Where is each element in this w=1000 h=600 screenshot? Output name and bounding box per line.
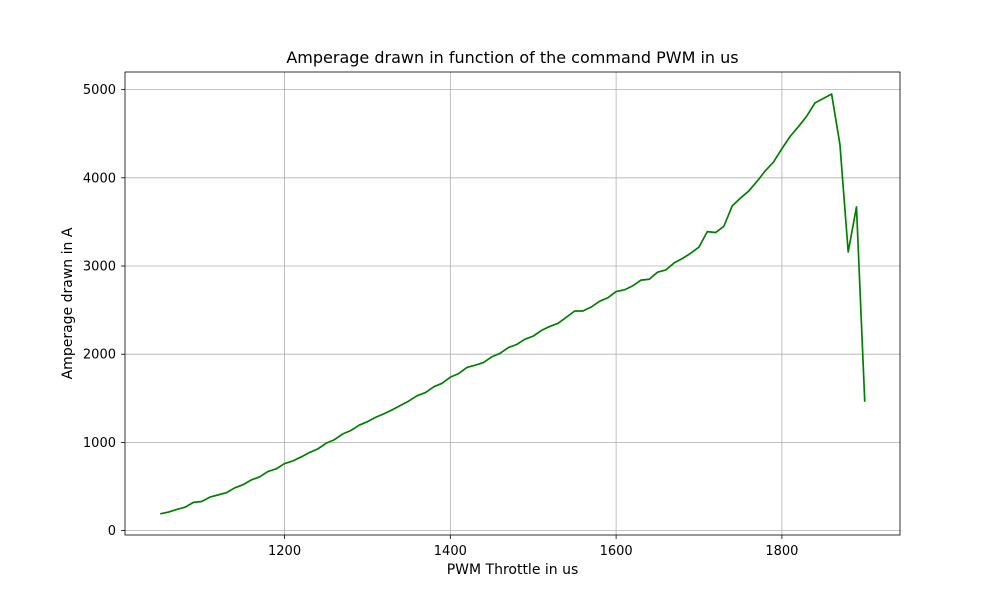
y-tick-label: 2000 <box>83 348 116 363</box>
x-tick-label: 1400 <box>434 544 467 559</box>
y-tick-label: 3000 <box>83 260 116 275</box>
chart-title: Amperage drawn in function of the comman… <box>286 48 738 67</box>
axis-ticks: 1200 1400 1600 1800 0 1000 2000 3000 4000 5000 <box>83 83 799 559</box>
y-tick-label: 4000 <box>83 171 116 186</box>
x-tick-label: 1200 <box>268 544 301 559</box>
y-axis-label: Amperage drawn in A <box>60 227 76 379</box>
y-tick-label: 5000 <box>83 83 116 98</box>
series-line <box>160 93 866 515</box>
grid <box>125 72 900 535</box>
plot-frame <box>124 71 901 536</box>
y-tick-label: 1000 <box>83 436 116 451</box>
y-tick-label: 0 <box>108 524 116 539</box>
x-tick-label: 1800 <box>765 544 798 559</box>
x-axis-label: PWM Throttle in us <box>447 562 579 578</box>
x-tick-label: 1600 <box>600 544 633 559</box>
